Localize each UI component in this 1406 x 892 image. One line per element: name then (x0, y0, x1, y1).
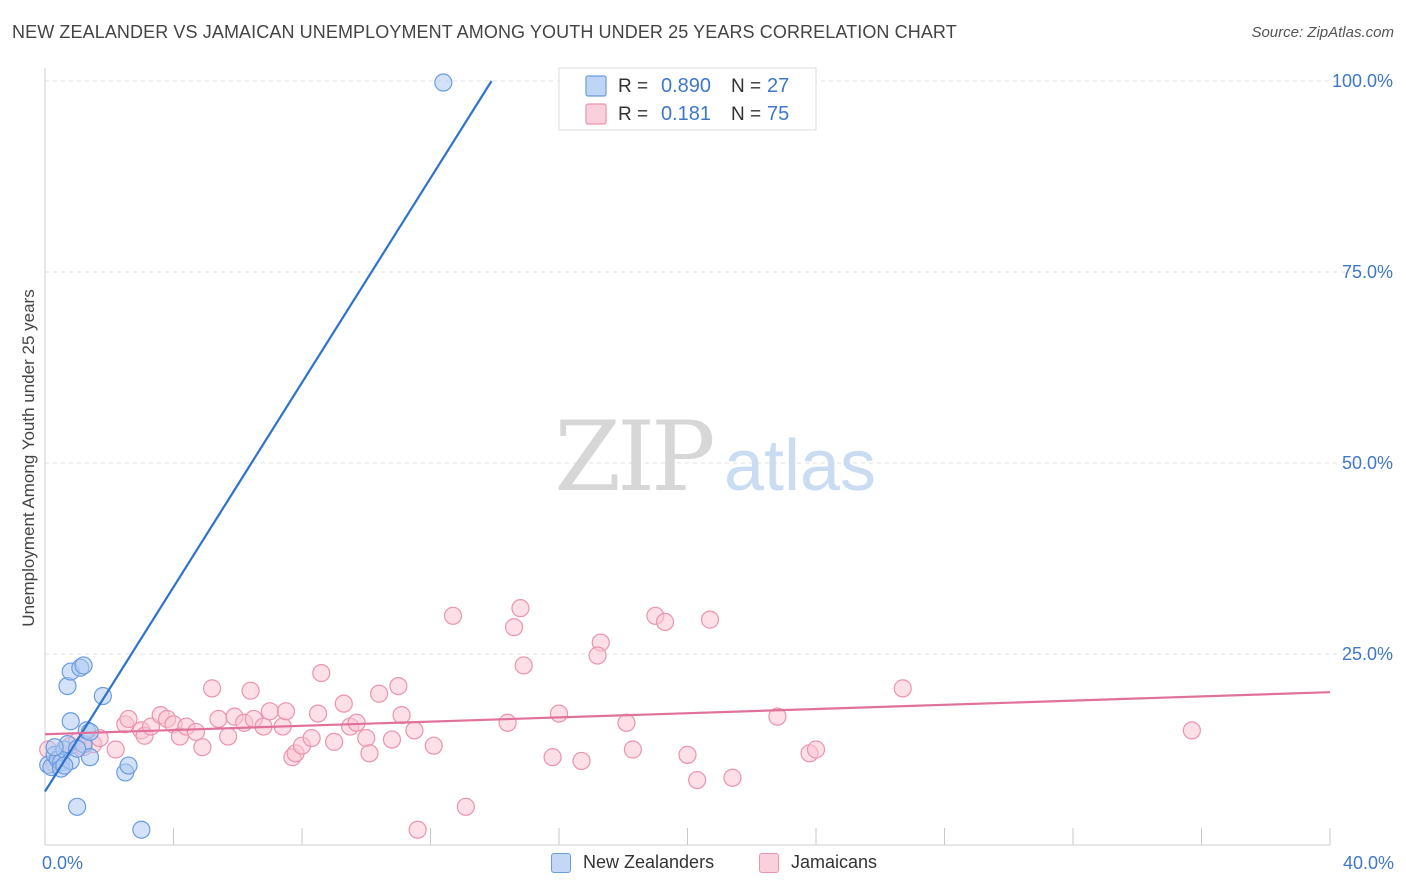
jamaicans-point-62 (617, 713, 636, 732)
jamaicans-point-56 (514, 656, 533, 675)
x-tick-label-1: 40.0% (1343, 853, 1394, 873)
jamaicans-point-59 (572, 751, 591, 771)
jamaicans-point-46 (389, 676, 408, 696)
jamaicans-point-27 (241, 681, 260, 700)
jamaicans-point-72 (806, 740, 826, 759)
jamaicans-point-61 (588, 646, 607, 665)
jamaicans-point-20 (193, 738, 212, 757)
jamaicans-point-44 (370, 684, 389, 703)
jamaicans-point-43 (360, 744, 379, 763)
legend-swatch-0 (585, 75, 607, 97)
jamaicans-point-21 (202, 679, 222, 698)
jamaicans-point-19 (186, 722, 206, 742)
jamaicans-point-35 (302, 728, 321, 748)
jamaicans-point-55 (511, 599, 530, 618)
jamaicans-point-29 (260, 702, 279, 721)
new-zealanders-point-24 (45, 738, 64, 757)
jamaicans-point-74 (1182, 721, 1201, 740)
legend-n-label-0: N = (731, 76, 761, 97)
jamaicans-point-57 (543, 748, 562, 767)
jamaicans-point-58 (549, 704, 569, 723)
legend-label-new-zealanders: New Zealanders (583, 852, 715, 872)
watermark-zip: ZIP (554, 401, 713, 513)
x-tick-label-0: 0.0% (42, 853, 83, 873)
jamaicans-point-36 (308, 704, 328, 723)
jamaicans-point-49 (408, 820, 427, 839)
y-tick-label-3: 100.0% (1332, 71, 1393, 91)
jamaicans-point-8 (106, 740, 125, 759)
jamaicans-point-67 (688, 770, 707, 790)
legend-top: R = 0.890 N = 27 R = 0.181 N = 75 (558, 67, 817, 131)
legend-n-label-1: N = (731, 104, 761, 125)
y-axis-label: Unemployment Among Youth under 25 years (19, 289, 38, 626)
legend-swatch-jamaicans (759, 852, 779, 873)
new-zealanders-point-13 (74, 656, 93, 675)
new-zealanders-trend-line (44, 80, 493, 793)
jamaicans-point-47 (392, 706, 411, 725)
new-zealanders-point-22 (132, 820, 151, 839)
jamaicans-point-10 (119, 709, 138, 729)
legend-n-value-1: 75 (767, 103, 789, 125)
jamaicans-point-52 (456, 797, 475, 816)
legend-r-value-1: 0.181 (661, 103, 711, 125)
legend-swatch-1 (585, 103, 607, 125)
new-zealanders-point-25 (55, 756, 74, 775)
jamaicans-point-70 (768, 707, 787, 726)
axes (44, 68, 1331, 846)
jamaicans-point-50 (424, 736, 443, 755)
watermark: ZIP atlas (554, 401, 876, 513)
chart-source: Source: ZipAtlas.com (1251, 24, 1394, 41)
jamaicans-trend-line (44, 691, 1331, 736)
jamaicans-point-53 (498, 713, 517, 732)
legend-item-jamaicans: Jamaicans (759, 852, 877, 873)
grid-lines (45, 80, 1392, 655)
legend-r-label-1: R = (618, 104, 648, 125)
jamaicans-point-31 (276, 702, 296, 721)
jamaicans-point-73 (893, 679, 912, 698)
chart-title: NEW ZEALANDER VS JAMAICAN UNEMPLOYMENT A… (12, 22, 957, 42)
legend-item-new-zealanders: New Zealanders (551, 852, 714, 873)
jamaicans-points (39, 599, 1201, 839)
jamaicans-point-65 (655, 612, 675, 632)
tick-labels: 25.0% 50.0% 75.0% 100.0% 0.0% 40.0% (42, 71, 1394, 873)
new-zealanders-point-23 (434, 73, 453, 92)
jamaicans-point-66 (678, 745, 697, 764)
new-zealanders-point-16 (80, 748, 100, 767)
jamaicans-point-48 (405, 721, 424, 740)
trend-lines (44, 80, 1331, 793)
y-tick-label-0: 25.0% (1342, 644, 1393, 664)
legend-bottom: New Zealanders Jamaicans (0, 852, 1406, 876)
new-zealanders-point-21 (68, 797, 87, 816)
legend-r-value-0: 0.890 (661, 75, 711, 97)
jamaicans-point-22 (209, 709, 228, 729)
jamaicans-point-68 (700, 610, 720, 629)
legend-swatch-new-zealanders (551, 852, 571, 873)
y-tick-label-2: 75.0% (1342, 262, 1393, 282)
new-zealanders-point-9 (61, 712, 80, 731)
jamaicans-point-45 (382, 730, 402, 749)
jamaicans-point-38 (325, 732, 344, 751)
legend-r-label-0: R = (618, 76, 648, 97)
jamaicans-point-39 (334, 694, 353, 713)
jamaicans-point-63 (623, 740, 642, 759)
jamaicans-point-51 (443, 606, 463, 625)
jamaicans-point-37 (312, 663, 331, 683)
jamaicans-point-23 (219, 727, 238, 746)
legend-n-value-0: 27 (767, 75, 789, 97)
jamaicans-point-54 (504, 618, 524, 637)
jamaicans-point-69 (723, 768, 742, 787)
legend-label-jamaicans: Jamaicans (791, 852, 878, 872)
jamaicans-point-42 (357, 728, 376, 748)
y-tick-label-1: 50.0% (1342, 453, 1393, 473)
new-zealanders-point-20 (119, 756, 138, 775)
watermark-atlas: atlas (724, 426, 876, 506)
